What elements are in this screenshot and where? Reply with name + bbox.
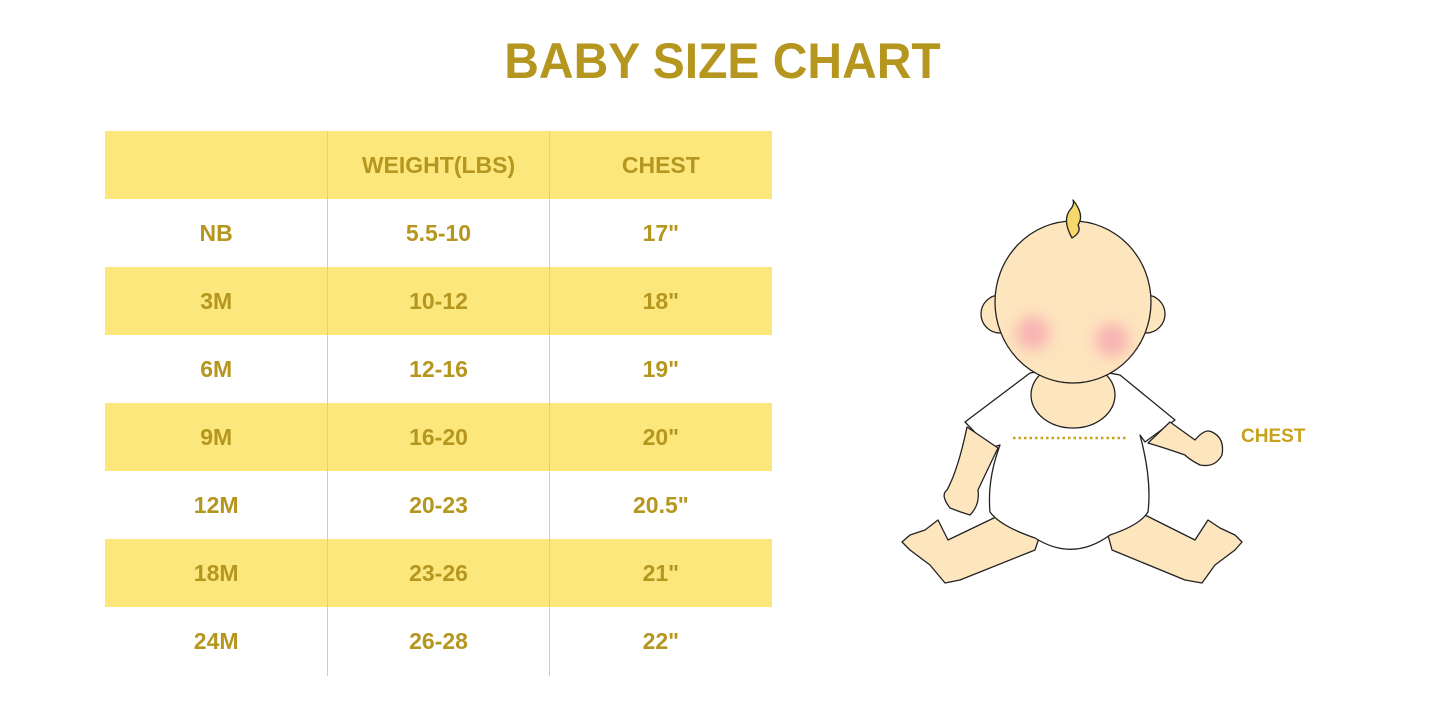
table-row: 9M 16-20 20" [105,403,772,471]
size-cell: 24M [193,627,239,654]
chest-label: CHEST [1241,426,1306,447]
chest-cell: 21" [642,559,680,586]
weight-cell: 20-23 [409,491,468,518]
size-cell: 12M [193,491,239,518]
header-cell-weight: WEIGHT(LBS) [361,151,516,178]
table-row: 24M 26-28 22" [105,607,772,675]
left-leg [901,514,1041,584]
head [994,220,1152,384]
size-cell: NB [199,219,233,246]
weight-cell: 12-16 [409,355,468,382]
table-row: 18M 23-26 21" [105,539,772,607]
baby-illustration [901,199,1243,584]
right-arm [1147,421,1224,467]
table-row: 3M 10-12 18" [105,267,772,335]
weight-cell: 26-28 [409,627,468,654]
weight-cell: 10-12 [409,287,468,314]
table-row: 12M 20-23 20.5" [105,471,772,539]
size-table: WEIGHT(LBS) CHEST NB 5.5-10 17" 3M 10-12… [105,131,772,675]
shirt [964,368,1176,550]
chest-cell: 19" [642,355,680,382]
header-cell-size [105,131,327,199]
header-cell-chest: CHEST [621,151,700,178]
table-row: 6M 12-16 19" [105,335,772,403]
chest-cell: 22" [642,627,680,654]
right-leg [1107,514,1243,584]
chest-cell: 17" [642,219,680,246]
page-title: BABY SIZE CHART [504,33,941,90]
size-cell: 18M [193,559,239,586]
size-cell: 3M [200,287,233,314]
chest-cell: 20" [642,423,680,450]
table-header-row: WEIGHT(LBS) CHEST [105,131,772,199]
weight-cell: 5.5-10 [405,219,472,246]
right-cheek [1095,323,1129,357]
weight-cell: 16-20 [409,423,468,450]
chest-cell: 18" [642,287,680,314]
column-divider [327,131,328,676]
size-cell: 9M [200,423,233,450]
column-divider [549,131,550,676]
size-cell: 6M [200,355,233,382]
hair-curl [1065,199,1082,239]
chest-cell: 20.5" [632,491,689,518]
table-row: NB 5.5-10 17" [105,199,772,267]
left-arm [943,426,999,516]
weight-cell: 23-26 [409,559,468,586]
left-cheek [1016,316,1050,350]
